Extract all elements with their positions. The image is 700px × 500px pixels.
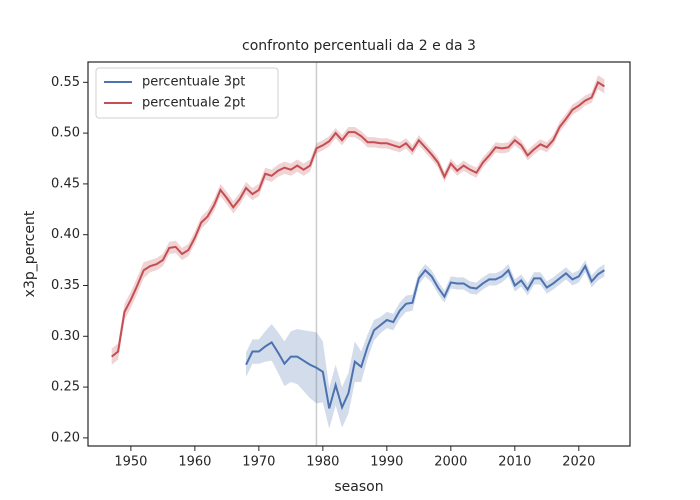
y-tick-label: 0.45 — [51, 176, 80, 191]
plot-frame — [87, 61, 631, 447]
y-tick-label: 0.35 — [51, 278, 80, 293]
y-tick-label: 0.55 — [51, 75, 80, 90]
y-tick-label: 0.40 — [51, 227, 80, 242]
chart-title: confronto percentuali da 2 e da 3 — [242, 38, 476, 54]
x-tick-label: 2000 — [434, 455, 467, 470]
x-tick-label: 1960 — [178, 455, 211, 470]
x-tick-label: 2010 — [498, 455, 531, 470]
legend-label: percentuale 3pt — [142, 75, 245, 90]
y-axis-label: x3p_percent — [22, 210, 38, 297]
ci-band — [111, 75, 605, 365]
x-tick-label: 1970 — [242, 455, 275, 470]
series-line — [111, 80, 605, 358]
y-tick-label: 0.50 — [51, 126, 80, 141]
x-tick-label: 1950 — [114, 455, 147, 470]
y-tick-label: 0.20 — [51, 430, 80, 445]
x-axis-label: season — [334, 479, 383, 495]
legend-label: percentuale 2pt — [142, 96, 245, 111]
x-tick-label: 1990 — [370, 455, 403, 470]
x-tick-label: 2020 — [562, 455, 595, 470]
x-tick-label: 1980 — [306, 455, 339, 470]
y-tick-label: 0.30 — [51, 329, 80, 344]
legend-box — [95, 67, 279, 119]
series-line — [245, 264, 605, 411]
y-tick-label: 0.25 — [51, 380, 80, 395]
